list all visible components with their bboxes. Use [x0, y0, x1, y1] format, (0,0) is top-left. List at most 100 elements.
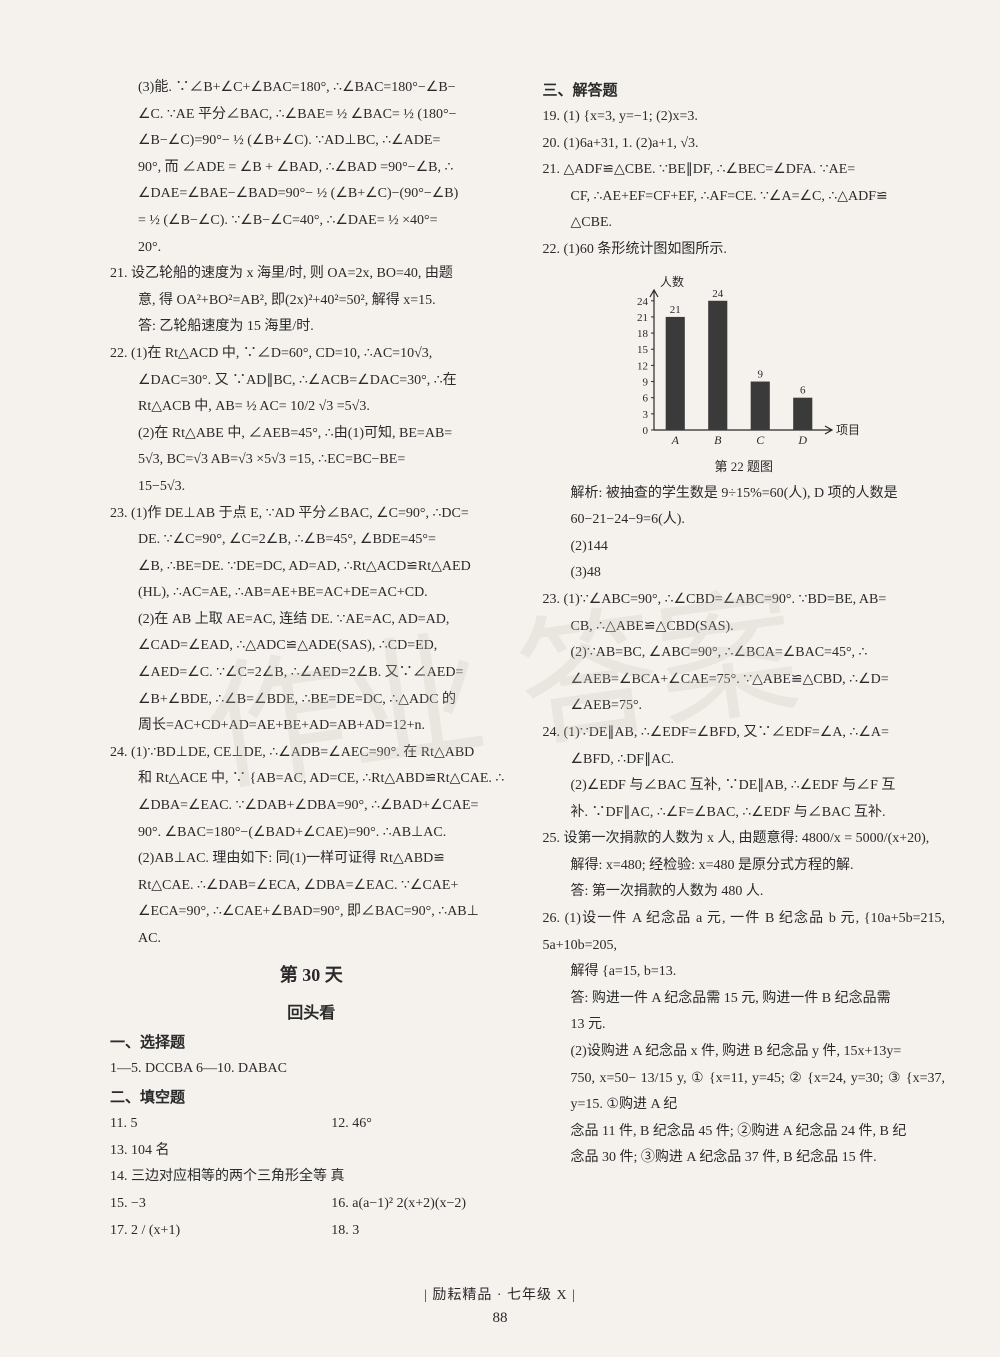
text-line: 答: 乙轮船速度为 15 海里/时. [110, 314, 513, 341]
right-column: 三、解答题 19. (1) {x=3, y=−1; (2)x=3. 20. (1… [543, 75, 946, 1244]
text-line: 22. (1)60 条形统计图如图所示. [543, 237, 946, 264]
svg-text:项目: 项目 [836, 423, 860, 437]
text-line: (2)在 AB 上取 AE=AC, 连结 DE. ∵AE=AC, AD=AD, [110, 607, 513, 634]
text-line: 22. (1)在 Rt△ACD 中, ∵∠D=60°, CD=10, ∴AC=1… [110, 341, 513, 368]
svg-text:C: C [756, 433, 765, 447]
text-line: 20°. [110, 235, 513, 262]
text-line: 15−5√3. [110, 474, 513, 501]
footer-brand: | 励耘精品 · 七年级 X | [0, 1284, 1000, 1304]
bar-chart: 0 3 6 9 12 15 18 21 24 人数项目 21 A 24 B 9 C 6 D [614, 272, 874, 452]
svg-text:3: 3 [642, 408, 648, 420]
svg-text:21: 21 [670, 303, 681, 315]
svg-text:15: 15 [637, 344, 649, 356]
text-line: (HL), ∴AC=AE, ∴AB=AE+BE=AC+DE=AC+CD. [110, 580, 513, 607]
text-line: CB, ∴△ABE≌△CBD(SAS). [543, 614, 946, 641]
text-line: ∠AEB=∠BCA+∠CAE=75°. ∵△ABE≌△CBD, ∴∠D= [543, 667, 946, 694]
text-line: 解得: x=480; 经检验: x=480 是原分式方程的解. [543, 853, 946, 880]
chart-caption: 第 22 题图 [543, 456, 946, 475]
fill-blank: 17. 2 / (x+1) [110, 1218, 291, 1245]
svg-text:A: A [670, 433, 679, 447]
text-line: ∠DAC=30°. 又 ∵AD∥BC, ∴∠ACB=∠DAC=30°, ∴在 [110, 368, 513, 395]
text-line: Rt△CAE. ∴∠DAB=∠ECA, ∠DBA=∠EAC. ∵∠CAE+ [110, 873, 513, 900]
text-line: 答: 购进一件 A 纪念品需 15 元, 购进一件 B 纪念品需 [543, 986, 946, 1013]
text-line: 补. ∵DF∥AC, ∴∠F=∠BAC, ∴∠EDF 与∠BAC 互补. [543, 800, 946, 827]
text-line: (2)在 Rt△ABE 中, ∠AEB=45°, ∴由(1)可知, BE=AB= [110, 421, 513, 448]
fill-blank: 11. 5 [110, 1111, 291, 1138]
text-line: 25. 设第一次捐款的人数为 x 人, 由题意得: 4800/x = 5000/… [543, 826, 946, 853]
svg-text:24: 24 [637, 295, 649, 307]
svg-text:6: 6 [800, 384, 806, 396]
text-line: (2)144 [543, 534, 946, 561]
text-line: 答: 第一次捐款的人数为 480 人. [543, 879, 946, 906]
svg-text:B: B [714, 433, 722, 447]
text-line: CF, ∴AE+EF=CF+EF, ∴AF=CE. ∵∠A=∠C, ∴△ADF≌ [543, 184, 946, 211]
text-line: 750, x=50− 13/15 y, ① {x=11, y=45; ② {x=… [543, 1066, 946, 1119]
text-line: ∠AEB=75°. [543, 693, 946, 720]
text-line: 和 Rt△ACE 中, ∵ {AB=AC, AD=CE, ∴Rt△ABD≌Rt△… [110, 766, 513, 793]
mc-answers: 1—5. DCCBA 6—10. DABAC [110, 1056, 513, 1083]
text-line: 24. (1)∵BD⊥DE, CE⊥DE, ∴∠ADB=∠AEC=90°. 在 … [110, 740, 513, 767]
section-heading: 三、解答题 [543, 79, 946, 100]
fill-blank: 12. 46° [331, 1111, 512, 1138]
text-line: 解析: 被抽查的学生数是 9÷15%=60(人), D 项的人数是 [543, 481, 946, 508]
svg-text:12: 12 [637, 360, 648, 372]
fill-blank: 16. a(a−1)² 2(x+2)(x−2) [331, 1191, 512, 1218]
text-line: ∠B−∠C)=90°− ½ (∠B+∠C). ∵AD⊥BC, ∴∠ADE= [110, 128, 513, 155]
text-line: 23. (1)∵∠ABC=90°, ∴∠CBD=∠ABC=90°. ∵BD=BE… [543, 587, 946, 614]
text-line: 60−21−24−9=6(人). [543, 507, 946, 534]
text-line: 21. 设乙轮船的速度为 x 海里/时, 则 OA=2x, BO=40, 由题 [110, 261, 513, 288]
text-line: 5√3, BC=√3 AB=√3 ×5√3 =15, ∴EC=BC−BE= [110, 447, 513, 474]
text-line: (2)∠EDF 与∠BAC 互补, ∵DE∥AB, ∴∠EDF 与∠F 互 [543, 773, 946, 800]
day-heading: 第 30 天 [110, 961, 513, 987]
svg-text:D: D [797, 433, 807, 447]
svg-text:18: 18 [637, 328, 649, 340]
text-line: 23. (1)作 DE⊥AB 于点 E, ∵AD 平分∠BAC, ∠C=90°,… [110, 501, 513, 528]
svg-text:24: 24 [712, 287, 724, 299]
text-line: ∠DBA=∠EAC. ∵∠DAB+∠DBA=90°, ∴∠BAD+∠CAE= [110, 793, 513, 820]
text-line: 念品 11 件, B 纪念品 45 件; ②购进 A 纪念品 24 件, B 纪 [543, 1119, 946, 1146]
text-line: ∠BFD, ∴DF∥AC. [543, 747, 946, 774]
fill-blank: 18. 3 [331, 1218, 512, 1245]
text-line: DE. ∵∠C=90°, ∠C=2∠B, ∴∠B=45°, ∠BDE=45°= [110, 527, 513, 554]
text-line: △CBE. [543, 210, 946, 237]
page-footer: | 励耘精品 · 七年级 X | 88 [0, 1284, 1000, 1327]
svg-text:21: 21 [637, 311, 648, 323]
text-line: 19. (1) {x=3, y=−1; (2)x=3. [543, 104, 946, 131]
text-line: ∠AED=∠C. ∵∠C=2∠B, ∴∠AED=2∠B. 又∵∠AED= [110, 660, 513, 687]
text-line: 意, 得 OA²+BO²=AB², 即(2x)²+40²=50², 解得 x=1… [110, 288, 513, 315]
fill-blank: 13. 104 名 [110, 1138, 513, 1165]
svg-text:人数: 人数 [660, 274, 684, 289]
text-line: Rt△ACB 中, AB= ½ AC= 10/2 √3 =5√3. [110, 394, 513, 421]
fill-blank: 15. −3 [110, 1191, 291, 1218]
text-line: 20. (1)6a+31, 1. (2)a+1, √3. [543, 131, 946, 158]
text-line: 21. △ADF≌△CBE. ∵BE∥DF, ∴∠BEC=∠DFA. ∵AE= [543, 157, 946, 184]
section-heading: 一、选择题 [110, 1031, 513, 1052]
section-heading: 二、填空题 [110, 1086, 513, 1107]
svg-text:9: 9 [642, 376, 648, 388]
svg-text:6: 6 [642, 392, 648, 404]
text-line: 24. (1)∵DE∥AB, ∴∠EDF=∠BFD, 又∵∠EDF=∠A, ∴∠… [543, 720, 946, 747]
svg-text:9: 9 [757, 368, 763, 380]
text-line: ∠B, ∴BE=DE. ∵DE=DC, AD=AD, ∴Rt△ACD≌Rt△AE… [110, 554, 513, 581]
text-line: 13 元. [543, 1012, 946, 1039]
day-subheading: 回头看 [110, 999, 513, 1023]
text-line: ∠C. ∵AE 平分∠BAC, ∴∠BAE= ½ ∠BAC= ½ (180°− [110, 102, 513, 129]
text-line: (2)AB⊥AC. 理由如下: 同(1)一样可证得 Rt△ABD≌ [110, 846, 513, 873]
text-line: (3)能. ∵∠B+∠C+∠BAC=180°, ∴∠BAC=180°−∠B− [110, 75, 513, 102]
text-line: ∠CAD=∠EAD, ∴△ADC≌△ADE(SAS), ∴CD=ED, [110, 633, 513, 660]
text-line: (2)∵AB=BC, ∠ABC=90°, ∴∠BCA=∠BAC=45°, ∴ [543, 640, 946, 667]
text-line: 90°, 而 ∠ADE = ∠B + ∠BAD, ∴∠BAD =90°−∠B, … [110, 155, 513, 182]
text-line: 26. (1)设一件 A 纪念品 a 元, 一件 B 纪念品 b 元, {10a… [543, 906, 946, 959]
text-line: AC. [110, 926, 513, 953]
text-line: (3)48 [543, 560, 946, 587]
text-line: 周长=AC+CD+AD=AE+BE+AD=AB+AD=12+n. [110, 713, 513, 740]
text-line: ∠B+∠BDE, ∴∠B=∠BDE, ∴BE=DE=DC, ∴△ADC 的 [110, 687, 513, 714]
left-column: (3)能. ∵∠B+∠C+∠BAC=180°, ∴∠BAC=180°−∠B− ∠… [110, 75, 513, 1244]
text-line: (2)设购进 A 纪念品 x 件, 购进 B 纪念品 y 件, 15x+13y= [543, 1039, 946, 1066]
fill-blank: 14. 三边对应相等的两个三角形全等 真 [110, 1164, 513, 1191]
svg-text:0: 0 [642, 425, 648, 437]
text-line: ∠ECA=90°, ∴∠CAE+∠BAD=90°, 即∠BAC=90°, ∴AB… [110, 899, 513, 926]
footer-page-number: 88 [0, 1310, 1000, 1327]
text-line: = ½ (∠B−∠C). ∵∠B−∠C=40°, ∴∠DAE= ½ ×40°= [110, 208, 513, 235]
text-line: 解得 {a=15, b=13. [543, 959, 946, 986]
